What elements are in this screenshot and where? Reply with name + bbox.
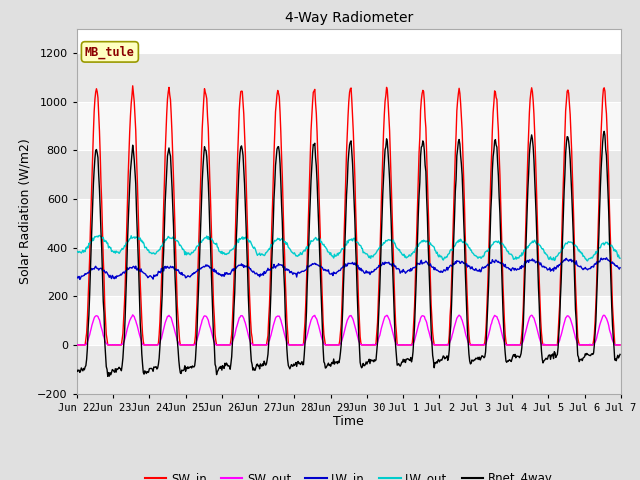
Line: SW_in: SW_in xyxy=(77,86,620,345)
SW_in xyxy=(195,253,202,259)
SW_out xyxy=(416,318,424,324)
Text: MB_tule: MB_tule xyxy=(85,45,135,59)
SW_out xyxy=(432,342,440,348)
Rnet_4way xyxy=(83,357,90,362)
Bar xyxy=(77,248,621,296)
Rnet_4way xyxy=(431,360,439,366)
Rnet_4way xyxy=(195,288,202,294)
Bar xyxy=(77,345,621,394)
SW_in xyxy=(83,330,90,336)
LW_out xyxy=(223,251,231,257)
Y-axis label: Solar Radiation (W/m2): Solar Radiation (W/m2) xyxy=(19,138,32,284)
Bar xyxy=(77,296,621,345)
LW_in xyxy=(76,276,84,282)
Rnet_4way xyxy=(600,129,608,134)
Rnet_4way xyxy=(140,370,147,375)
LW_out xyxy=(616,255,624,261)
Bar xyxy=(77,150,621,199)
SW_out xyxy=(73,342,81,348)
SW_in xyxy=(415,150,423,156)
LW_in xyxy=(73,274,81,279)
Rnet_4way xyxy=(223,361,231,367)
LW_in xyxy=(195,267,202,273)
SW_in xyxy=(129,83,136,89)
SW_in xyxy=(140,339,147,345)
SW_out xyxy=(224,342,232,348)
Bar xyxy=(77,102,621,150)
Bar xyxy=(77,53,621,102)
LW_in xyxy=(140,270,147,276)
SW_in xyxy=(616,342,624,348)
SW_in xyxy=(73,342,81,348)
Rnet_4way xyxy=(616,351,624,357)
LW_in xyxy=(616,265,624,271)
Rnet_4way xyxy=(73,367,81,373)
LW_in xyxy=(431,265,439,271)
LW_out xyxy=(73,249,81,254)
LW_in xyxy=(84,270,92,276)
Legend: SW_in, SW_out, LW_in, LW_out, Rnet_4way: SW_in, SW_out, LW_in, LW_out, Rnet_4way xyxy=(140,468,557,480)
LW_in xyxy=(223,270,231,276)
X-axis label: Time: Time xyxy=(333,415,364,429)
LW_out xyxy=(83,246,90,252)
Line: SW_out: SW_out xyxy=(77,315,620,345)
Title: 4-Way Radiometer: 4-Way Radiometer xyxy=(285,11,413,25)
SW_out xyxy=(77,342,84,348)
LW_out xyxy=(95,232,103,238)
SW_out xyxy=(129,312,136,318)
SW_out xyxy=(195,329,203,335)
SW_out xyxy=(140,342,148,348)
SW_out xyxy=(84,339,92,345)
Rnet_4way xyxy=(415,192,423,198)
SW_in xyxy=(223,342,231,348)
LW_out xyxy=(415,241,423,247)
SW_in xyxy=(431,342,439,348)
Bar xyxy=(77,199,621,248)
Rnet_4way xyxy=(104,373,111,379)
Line: LW_in: LW_in xyxy=(77,258,620,279)
LW_out xyxy=(195,243,202,249)
LW_in xyxy=(415,261,423,267)
SW_out xyxy=(616,342,624,348)
LW_in xyxy=(603,255,611,261)
Line: Rnet_4way: Rnet_4way xyxy=(77,132,620,376)
LW_out xyxy=(140,239,147,245)
Line: LW_out: LW_out xyxy=(77,235,620,261)
LW_out xyxy=(431,247,439,253)
LW_out xyxy=(584,258,591,264)
